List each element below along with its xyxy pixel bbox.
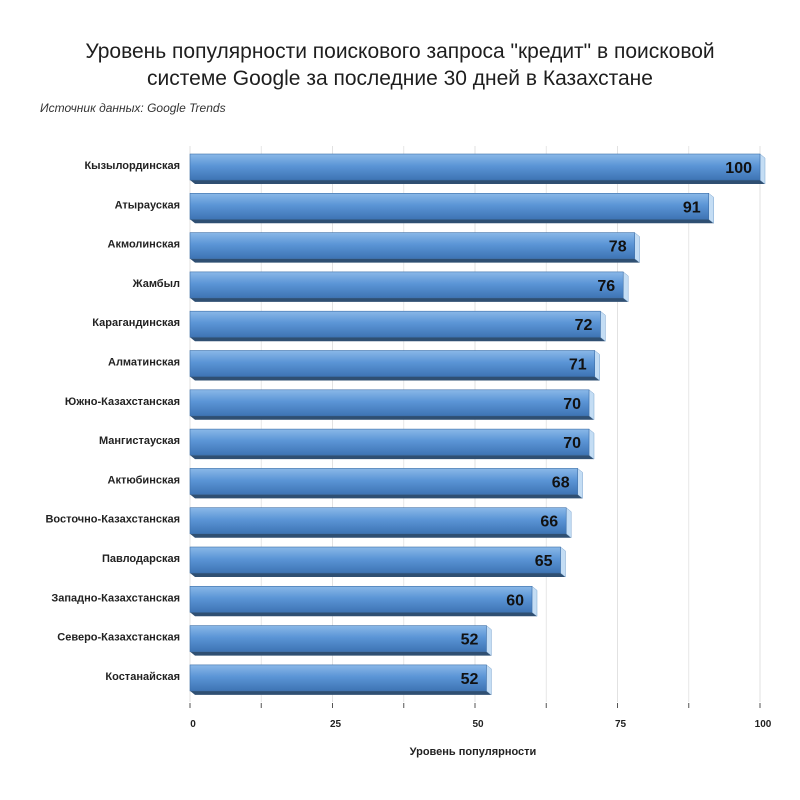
bar-value-label: 72: [575, 317, 593, 334]
category-label: Карагандинская: [92, 317, 180, 329]
bar-face: [189, 468, 578, 495]
bar-end-face: [600, 310, 606, 342]
bars: 100 Кызылординская 91 Атырауская 78 Акмолинск…: [45, 153, 766, 696]
bar-face: [189, 389, 590, 417]
bar: 71: [189, 349, 600, 382]
category-label: Восточно-Казахстанская: [45, 514, 180, 526]
bar-underside: [190, 455, 594, 460]
bar-underside: [190, 376, 600, 381]
category-label: Южно-Казахстанская: [65, 396, 180, 408]
bar-value-label: 70: [563, 435, 581, 452]
category-label: Актюбинская: [108, 474, 180, 486]
bar: 70: [189, 428, 595, 460]
category-label: Западно-Казахстанская: [51, 592, 180, 604]
bar-underside: [190, 415, 594, 420]
bar: 68: [189, 467, 583, 499]
bar-value-label: 52: [461, 632, 479, 649]
bar-end-face: [531, 585, 538, 617]
category-label: Акмолинская: [108, 239, 180, 251]
bar-value-label: 78: [609, 239, 627, 256]
bar: 60: [189, 585, 538, 617]
bar-end-face: [486, 664, 492, 696]
bar: 65: [189, 546, 566, 578]
gridlines: [189, 146, 761, 702]
bar-end-face: [594, 349, 600, 382]
chart-title: Уровень популярности поискового запроса …: [0, 38, 800, 92]
bar-underside: [190, 219, 714, 224]
bar-end-face: [622, 271, 629, 303]
bar-value-label: 91: [683, 199, 701, 216]
x-tick-label: 0: [190, 719, 196, 730]
bar-end-face: [634, 232, 640, 264]
category-label: Алматинская: [108, 357, 180, 369]
bar-underside: [190, 651, 492, 656]
bar-face: [189, 193, 710, 220]
bar: 72: [189, 310, 606, 342]
x-tick-label: 75: [615, 719, 627, 730]
bar-face: [189, 507, 567, 535]
bar-underside: [190, 690, 492, 695]
bar-end-face: [708, 192, 714, 224]
bar-end-face: [565, 507, 572, 539]
bar-face: [189, 546, 561, 574]
category-label: Атырауская: [115, 199, 180, 211]
x-tick-label: 100: [755, 719, 772, 730]
bar-end-face: [759, 153, 766, 185]
category-label: Северо-Казахстанская: [57, 632, 180, 644]
bar-underside: [190, 494, 583, 499]
bar-underside: [190, 180, 765, 184]
bar-end-face: [588, 428, 595, 460]
bar: 76: [189, 271, 629, 303]
bar-end-face: [486, 625, 492, 657]
bar-underside: [190, 573, 566, 577]
bar-underside: [190, 337, 606, 342]
bar-face: [189, 664, 487, 692]
bar-value-label: 76: [597, 278, 615, 295]
chart-title-line-1: Уровень популярности поискового запроса …: [85, 40, 715, 63]
category-label: Мангистауская: [99, 435, 180, 447]
bar-value-label: 68: [552, 474, 570, 491]
bar-face: [189, 232, 635, 259]
bar-face: [189, 585, 533, 613]
bar: 66: [189, 507, 572, 539]
bar: 100: [189, 153, 766, 185]
bar-value-label: 66: [540, 514, 558, 531]
bar: 70: [189, 389, 595, 421]
bar-value-label: 71: [569, 357, 587, 374]
bar-value-label: 100: [725, 160, 752, 177]
bar-face: [189, 310, 601, 338]
bar-end-face: [560, 546, 566, 578]
category-label: Кызылординская: [84, 160, 180, 172]
bar: 78: [189, 232, 640, 264]
bar-face: [189, 428, 590, 456]
bar-underside: [190, 297, 629, 302]
bar-face: [189, 153, 761, 181]
x-axis: 0 25 50 75 100: [189, 703, 772, 730]
bar-underside: [190, 533, 572, 538]
bar-end-face: [577, 467, 583, 499]
bar-face: [189, 271, 624, 299]
chart-title-line-2: системе Google за последние 30 дней в Ка…: [147, 67, 653, 90]
bar-face: [189, 625, 487, 652]
bar-face: [189, 350, 596, 377]
x-tick-label: 25: [330, 719, 342, 730]
bar-underside: [190, 258, 640, 263]
bar-value-label: 70: [563, 396, 581, 413]
category-label: Павлодарская: [102, 553, 180, 565]
category-label: Жамбыл: [132, 278, 180, 290]
bar: 91: [189, 192, 714, 224]
bar-end-face: [588, 389, 595, 421]
bar-underside: [190, 612, 537, 617]
x-tick-label: 50: [472, 719, 484, 730]
bar-value-label: 52: [461, 671, 479, 688]
category-label: Костанайская: [105, 671, 180, 683]
bar: 52: [189, 625, 492, 657]
bar-value-label: 65: [535, 553, 553, 570]
x-axis-title: Уровень популярности: [410, 746, 537, 758]
data-source-note: Источник данных: Google Trends: [40, 101, 226, 115]
bar-value-label: 60: [506, 592, 524, 609]
bar: 52: [189, 664, 492, 696]
